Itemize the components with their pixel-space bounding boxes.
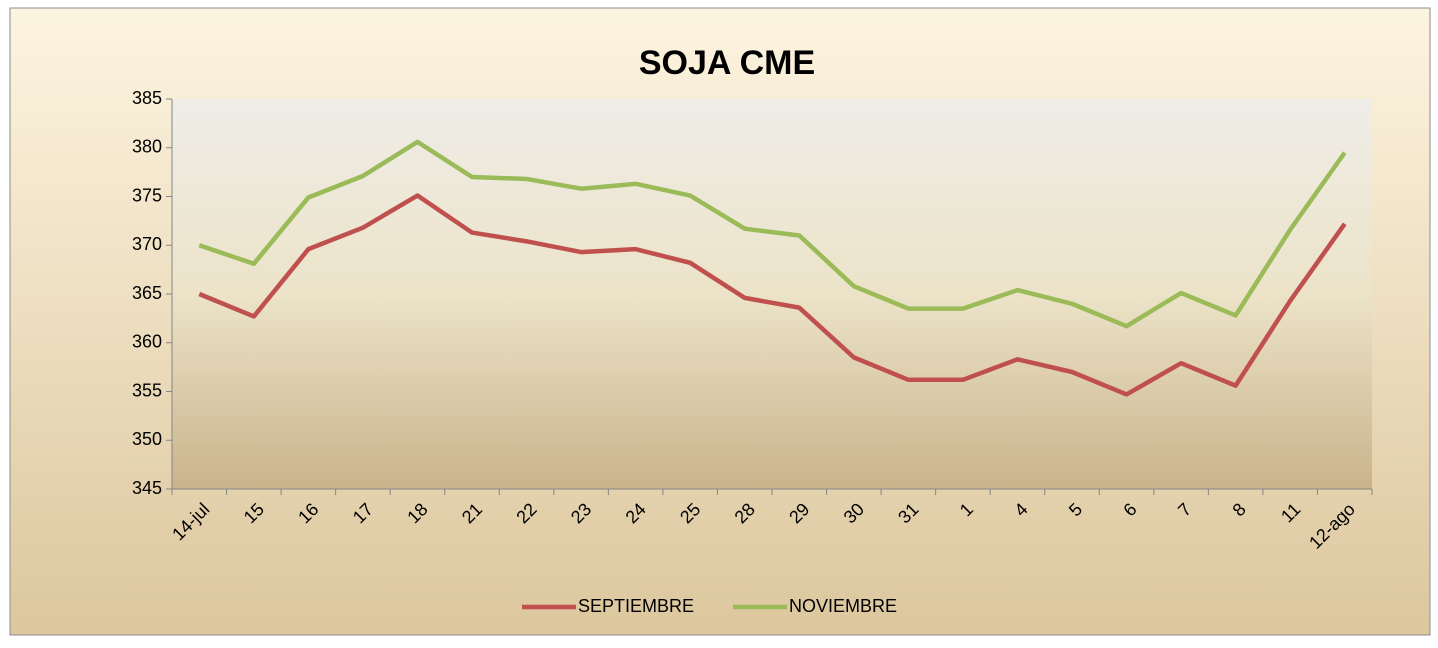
y-tick-label: 375	[132, 185, 162, 205]
y-tick-label: 385	[132, 88, 162, 108]
plot-area	[172, 99, 1372, 489]
y-tick-label: 360	[132, 332, 162, 352]
y-tick-label: 370	[132, 234, 162, 254]
legend-label: SEPTIEMBRE	[578, 596, 694, 616]
y-tick-label: 345	[132, 478, 162, 498]
y-tick-label: 380	[132, 137, 162, 157]
series-line	[198, 139, 1347, 329]
y-tick-label: 350	[132, 429, 162, 449]
series-line	[198, 193, 1347, 397]
y-tick-label: 365	[132, 283, 162, 303]
legend-label: NOVIEMBRE	[789, 596, 897, 616]
chart-title: SOJA CME	[639, 44, 815, 82]
y-tick-label: 355	[132, 380, 162, 400]
